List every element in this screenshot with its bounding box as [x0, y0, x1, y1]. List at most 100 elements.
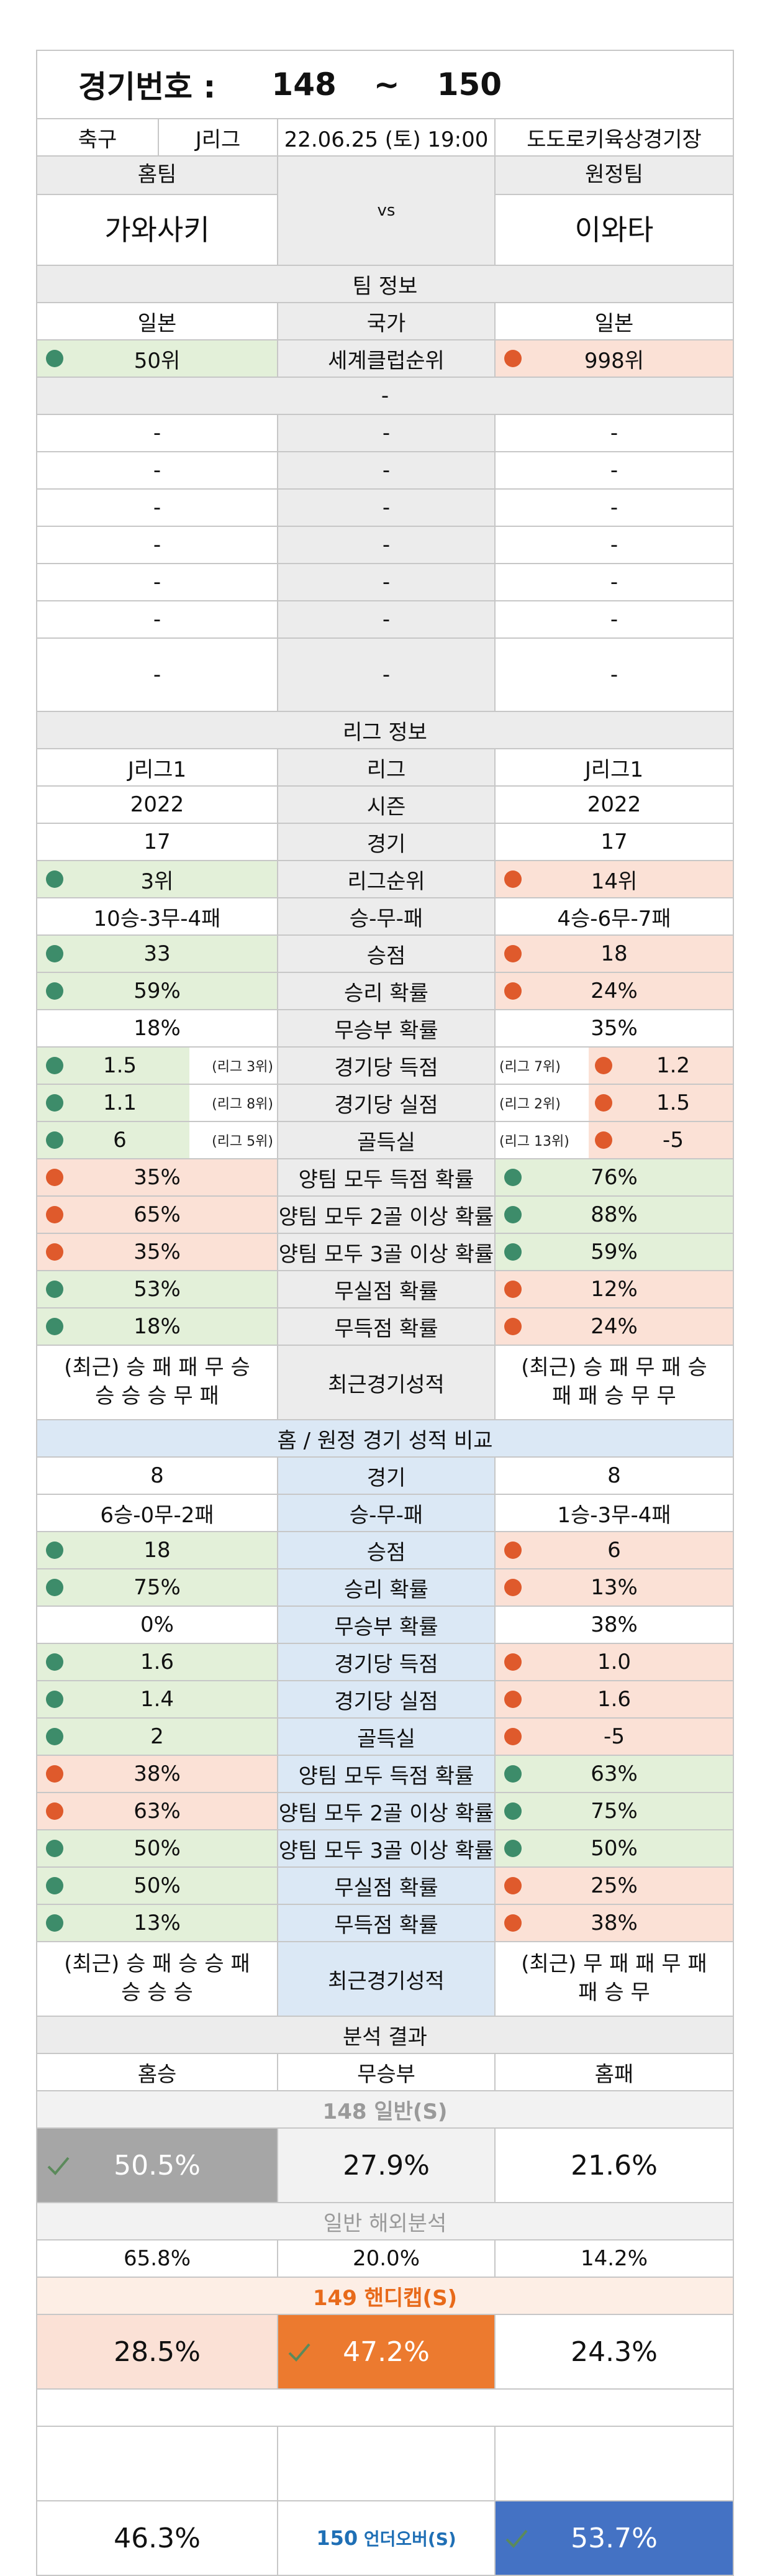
- stat-label: 양팀 모두 3골 이상 확률: [278, 1234, 496, 1270]
- stat-label: 경기당 실점: [278, 1681, 496, 1717]
- team-info-empty-row: ---: [36, 527, 734, 564]
- team-info-header: 팀 정보: [36, 266, 734, 303]
- handicap-title: 149 핸디캡(S): [36, 2278, 734, 2314]
- away-stat-value: 13%: [591, 1575, 638, 1600]
- home-stat-value: 50%: [134, 1836, 181, 1861]
- match-number-to: 150: [437, 66, 502, 103]
- home-team-label: 홈팀: [37, 157, 277, 195]
- match-number-tilde: ~: [373, 66, 400, 103]
- stat-label: 승리 확률: [278, 973, 496, 1009]
- away-world-rank: 998위: [496, 340, 734, 377]
- team-info-empty-row: ---: [36, 415, 734, 452]
- homeaway-header: 홈 / 원정 경기 성적 비교: [36, 1420, 734, 1458]
- dash-cell: -: [36, 564, 278, 600]
- home-league-rank: (리그 5위): [212, 1134, 273, 1149]
- away-stat: 24%: [496, 973, 734, 1009]
- dash-cell: -: [496, 639, 734, 711]
- stat-row: 35% 양팀 모두 득점 확률 76%: [36, 1159, 734, 1197]
- home-stat: 6 (리그 5위): [36, 1122, 278, 1158]
- dash-cell: -: [496, 415, 734, 451]
- away-league-rank: (리그 7위): [499, 1059, 561, 1075]
- general-home: 50.5%: [36, 2129, 278, 2202]
- red-dot-icon: [504, 1914, 522, 1932]
- away-stat-value: 6: [607, 1538, 621, 1563]
- green-dot-icon: [46, 1914, 63, 1932]
- green-dot-icon: [46, 1653, 63, 1671]
- home-stat: 53%: [36, 1271, 278, 1307]
- away-stat-value: 4승-6무-7패: [557, 906, 671, 931]
- home-stat: 35%: [36, 1234, 278, 1270]
- overseas-title-row: 일반 해외분석: [36, 2203, 734, 2240]
- away-league-rank: (리그 13위): [499, 1134, 569, 1149]
- red-dot-icon: [504, 1541, 522, 1559]
- home-stat: 17: [36, 824, 278, 860]
- green-dot-icon: [46, 1877, 63, 1894]
- away-stat: 75%: [496, 1793, 734, 1829]
- under-value: 46.3%: [36, 2501, 278, 2575]
- home-stat: 63%: [36, 1793, 278, 1829]
- away-stat: 1.6: [496, 1681, 734, 1717]
- red-dot-icon: [595, 1057, 612, 1074]
- stat-row: 6 (리그 5위) 골득실 (리그 13위) -5: [36, 1122, 734, 1159]
- away-stat: 1.0: [496, 1644, 734, 1680]
- stat-row: 1.4 경기당 실점 1.6: [36, 1681, 734, 1719]
- away-stat-value: 25%: [591, 1873, 638, 1898]
- dash-cell: -: [496, 601, 734, 637]
- home-stat-value: 3위: [140, 869, 174, 894]
- team-info-empty-row: ---: [36, 490, 734, 527]
- home-stat-value: 2022: [130, 792, 184, 817]
- underover-text: 언더오버(S): [363, 2529, 456, 2549]
- stat-row: 13% 무득점 확률 38%: [36, 1905, 734, 1942]
- home-stat-value: 53%: [134, 1277, 181, 1302]
- dash-cell: -: [36, 452, 278, 488]
- recent-line: (최근) 승 패 승 승 패: [64, 1952, 250, 1977]
- away-stat-value: 24%: [591, 979, 638, 1003]
- home-stat: 33: [36, 936, 278, 972]
- stat-label: 리그순위: [278, 861, 496, 897]
- home-stat: 3위: [36, 861, 278, 897]
- underover-label: 150 언더오버(S): [278, 2501, 496, 2575]
- empty-cell: [278, 2427, 496, 2500]
- world-rank-label: 세계클럽순위: [278, 340, 496, 377]
- away-stat-value: 14위: [591, 869, 638, 894]
- home-stat: 1.6: [36, 1644, 278, 1680]
- over-value: 53.7%: [496, 2501, 734, 2575]
- overseas-home: 65.8%: [36, 2240, 278, 2277]
- stat-row: 50% 양팀 모두 3골 이상 확률 50%: [36, 1830, 734, 1868]
- green-dot-icon: [46, 1131, 63, 1149]
- home-stat: J리그1: [36, 749, 278, 785]
- home-stat: 1.4: [36, 1681, 278, 1717]
- stat-row: 33 승점 18: [36, 936, 734, 973]
- general-away: 21.6%: [496, 2129, 734, 2202]
- away-country: 일본: [496, 303, 734, 339]
- away-stat: 14위: [496, 861, 734, 897]
- dash-cell: -: [278, 639, 496, 711]
- stat-label: 시즌: [278, 787, 496, 823]
- title-row: 경기번호 : 148 ~ 150: [36, 50, 734, 119]
- away-stat: (리그 7위) 1.2: [496, 1048, 734, 1084]
- dash: -: [36, 378, 734, 414]
- stat-label: 양팀 모두 2골 이상 확률: [278, 1793, 496, 1829]
- red-dot-icon: [504, 982, 522, 1000]
- away-team-name: 이와타: [574, 212, 654, 247]
- red-dot-icon: [504, 1728, 522, 1745]
- home-stat: 13%: [36, 1905, 278, 1941]
- away-league-rank: (리그 2위): [499, 1097, 561, 1112]
- stat-label: 무득점 확률: [278, 1905, 496, 1941]
- recent-line: (최근) 승 패 무 패 승: [521, 1355, 707, 1381]
- country-row: 일본 국가 일본: [36, 303, 734, 340]
- team-info-empty-row: ---: [36, 452, 734, 490]
- handicap-title-row: 149 핸디캡(S): [36, 2278, 734, 2315]
- away-stat: 88%: [496, 1197, 734, 1233]
- away-stat: (리그 13위) -5: [496, 1122, 734, 1158]
- dash-cell: -: [278, 490, 496, 526]
- dash-cell: -: [496, 490, 734, 526]
- home-stat: 38%: [36, 1756, 278, 1792]
- underover-number: 150: [316, 2526, 358, 2550]
- general-title-row: 148 일반(S): [36, 2091, 734, 2129]
- stat-label: 양팀 모두 3골 이상 확률: [278, 1830, 496, 1866]
- venue: 도도로키육상경기장: [496, 119, 734, 155]
- analysis-header: 분석 결과: [36, 2017, 734, 2054]
- match-number-label: 경기번호 :: [78, 69, 216, 105]
- stat-row: 53% 무실점 확률 12%: [36, 1271, 734, 1309]
